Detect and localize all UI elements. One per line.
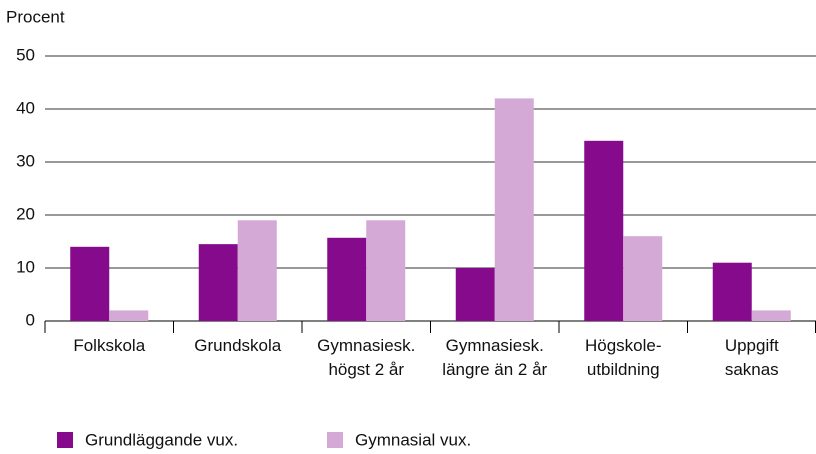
x-tick-label: Grundskola xyxy=(194,336,281,355)
bar xyxy=(237,220,277,321)
y-tick-label: 20 xyxy=(16,204,35,223)
legend-swatch xyxy=(327,432,343,448)
x-tick-label-line: utbildning xyxy=(587,360,660,379)
bar xyxy=(70,246,110,321)
bar xyxy=(327,237,367,321)
x-tick-label-line: Uppgift xyxy=(725,336,779,355)
x-tick-label: Gymnasiesk. längre än 2 år xyxy=(442,336,547,379)
x-tick-label-line: Gymnasiesk. xyxy=(317,336,415,355)
y-tick-label: 10 xyxy=(16,257,35,276)
y-axis-label: Procent xyxy=(6,7,65,26)
x-tick-label-line: Grundskola xyxy=(194,336,281,355)
x-tick-label-line: längre än 2 år xyxy=(442,360,547,379)
y-tick-label: 0 xyxy=(26,310,35,329)
bar xyxy=(109,310,149,321)
bar xyxy=(455,268,495,321)
x-tick-label: Gymnasiesk. högst 2 år xyxy=(317,336,415,379)
x-tick-label-line: Folkskola xyxy=(73,336,145,355)
x-tick-label: Högskole-utbildning xyxy=(585,336,662,379)
x-tick-label-line: saknas xyxy=(725,360,779,379)
x-tick-label-line: Högskole- xyxy=(585,336,662,355)
y-tick-label: 30 xyxy=(16,151,35,170)
legend-label: Gymnasial vux. xyxy=(355,430,471,449)
bar xyxy=(366,220,406,321)
bar xyxy=(198,244,238,321)
bar xyxy=(494,98,534,322)
legend-label: Grundläggande vux. xyxy=(85,430,238,449)
x-tick-label: Uppgift saknas xyxy=(725,336,779,379)
x-tick-label-line: Gymnasiesk. xyxy=(446,336,544,355)
x-tick-label: Folkskola xyxy=(73,336,145,355)
bar xyxy=(712,262,752,321)
y-tick-label: 50 xyxy=(16,45,35,64)
legend-swatch xyxy=(57,432,73,448)
x-tick-label-line: högst 2 år xyxy=(328,360,404,379)
bar xyxy=(751,310,791,321)
bar xyxy=(584,140,624,321)
y-tick-label: 40 xyxy=(16,98,35,117)
bar xyxy=(623,236,663,321)
